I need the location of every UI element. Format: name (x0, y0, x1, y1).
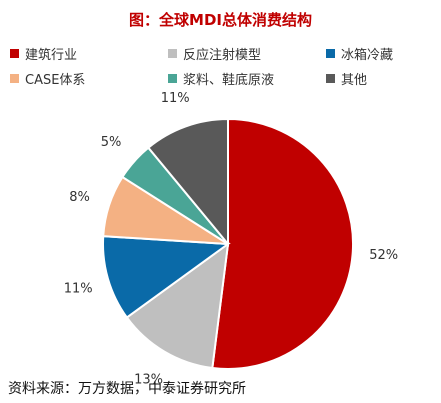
legend-item: 反应注射模型 (168, 44, 326, 63)
legend-swatch (10, 74, 19, 83)
legend-item: 其他 (326, 69, 440, 88)
pie-slice (102, 235, 231, 319)
legend-swatch (326, 49, 335, 58)
legend-swatch (168, 74, 177, 83)
pie-slice (125, 241, 230, 370)
legend-swatch (326, 74, 335, 83)
legend-item: 建筑行业 (10, 44, 168, 63)
pie-slice (146, 117, 229, 247)
legend-swatch (168, 49, 177, 58)
slice-label: 5% (101, 135, 122, 150)
chart-title: 图：全球MDI总体消费结构 (0, 9, 441, 30)
legend-label: 冰箱冷藏 (341, 48, 394, 63)
legend-label: 建筑行业 (25, 48, 78, 63)
legend-label: CASE体系 (25, 73, 86, 88)
legend: 建筑行业 反应注射模型 冰箱冷藏 CASE体系 浆料、鞋底原液 其他 (10, 44, 440, 88)
title-text: 全球MDI总体消费结构 (159, 11, 312, 29)
slice-label: 13% (134, 372, 163, 387)
slice-label: 8% (69, 190, 90, 205)
slice-label: 11% (161, 91, 190, 106)
title-prefix: 图： (129, 11, 160, 29)
legend-label: 浆料、鞋底原液 (183, 73, 275, 88)
slice-label: 11% (64, 282, 93, 297)
legend-item: 冰箱冷藏 (326, 44, 440, 63)
legend-label: 其他 (341, 73, 368, 88)
pie-slice (211, 117, 355, 370)
legend-item: CASE体系 (10, 69, 168, 88)
source-note: 资料来源：万方数据，中泰证券研究所 (8, 381, 246, 397)
legend-label: 反应注射模型 (183, 48, 262, 63)
legend-swatch (10, 49, 19, 58)
slice-label: 52% (369, 248, 398, 263)
legend-item: 浆料、鞋底原液 (168, 69, 326, 88)
